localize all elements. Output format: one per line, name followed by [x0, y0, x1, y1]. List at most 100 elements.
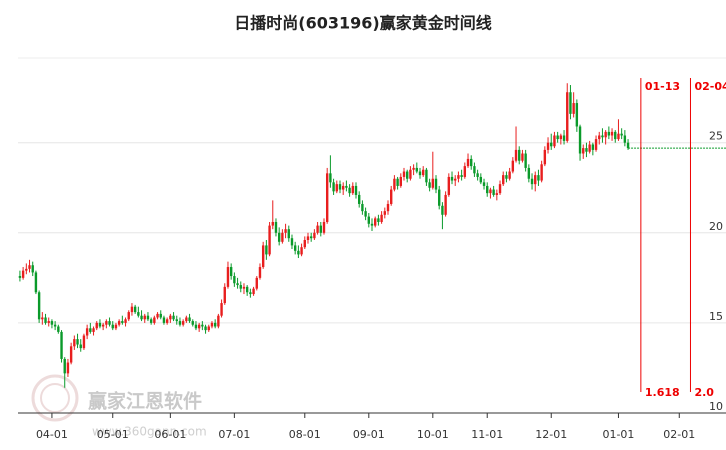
candle-body: [604, 131, 607, 138]
candle-body: [524, 153, 527, 168]
candle-body: [582, 148, 585, 154]
candle-body: [502, 175, 505, 185]
candle-body: [18, 276, 22, 278]
candle-body: [614, 131, 617, 140]
candle-body: [543, 149, 547, 165]
candle-body: [146, 315, 150, 320]
candle-body: [165, 319, 169, 323]
candle-body: [357, 194, 361, 204]
candle-body: [133, 306, 137, 313]
candle-body: [390, 189, 393, 204]
candle-body: [34, 272, 38, 293]
candle-body: [137, 312, 140, 316]
candle-body: [367, 216, 370, 224]
candle-body: [149, 319, 153, 323]
candle-body: [418, 171, 422, 176]
candle-body: [546, 142, 550, 150]
candle-body: [207, 326, 210, 331]
candle-body: [25, 268, 28, 271]
candle-body: [492, 189, 495, 195]
candle-body: [518, 149, 521, 161]
candle-body: [610, 131, 614, 136]
candle-body: [527, 167, 531, 179]
candle-body: [383, 211, 387, 215]
candle-body: [572, 103, 575, 114]
candle-body: [575, 103, 579, 127]
candle-body: [495, 193, 499, 195]
candle-body: [172, 315, 175, 320]
candle-body: [585, 148, 588, 152]
candle-body: [341, 185, 345, 190]
x-tick-label: 07-01: [218, 428, 250, 441]
watermark-logo: [31, 374, 79, 422]
candle-body: [41, 317, 44, 320]
candle-body: [277, 232, 281, 242]
candle-body: [588, 144, 591, 152]
x-tick-label: 09-01: [353, 428, 385, 441]
candle-body: [601, 135, 604, 138]
candle-body: [239, 285, 242, 289]
candle-body: [377, 218, 380, 222]
watermark-name: 赢家江恩软件: [88, 390, 202, 413]
candle-body: [431, 178, 435, 188]
candle-body: [89, 328, 92, 332]
candle-body: [364, 211, 367, 217]
candle-body: [361, 203, 364, 212]
candle-body: [386, 203, 390, 212]
ratio-label: 1.618: [645, 386, 680, 399]
candle-body: [521, 153, 524, 161]
candle-body: [37, 292, 41, 320]
candle-body: [508, 171, 511, 179]
candle-body: [245, 286, 249, 293]
candle-body: [92, 328, 95, 332]
candle-body: [255, 277, 258, 289]
candle-body: [466, 158, 470, 167]
candle-body: [447, 176, 451, 195]
y-tick-label: 10: [709, 400, 723, 413]
y-tick-label: 15: [709, 310, 723, 323]
candle-body: [213, 322, 217, 327]
candle-body: [194, 324, 198, 329]
candle-body: [297, 250, 300, 255]
x-tick-label: 10-01: [417, 428, 449, 441]
candle-body: [591, 144, 595, 150]
candle-body: [242, 286, 246, 289]
candle-body: [127, 312, 130, 320]
candle-body: [175, 319, 178, 322]
candle-body: [188, 317, 191, 322]
candle-body: [28, 265, 31, 269]
candle-body: [454, 178, 457, 181]
candle-body: [412, 167, 415, 170]
candle-body: [229, 267, 233, 277]
candle-body: [53, 324, 57, 327]
candle-body: [329, 173, 332, 183]
candle-body: [422, 169, 425, 176]
candle-body: [556, 135, 559, 140]
candle-body: [530, 178, 534, 185]
candle-body: [265, 245, 268, 255]
candle-body: [450, 176, 454, 181]
candle-body: [479, 176, 483, 183]
candle-body: [290, 238, 294, 246]
candle-body: [82, 335, 86, 349]
candle-body: [351, 185, 354, 194]
candle-body: [85, 328, 89, 336]
candle-body: [537, 175, 540, 181]
candle-body: [44, 317, 47, 323]
candle-body: [201, 324, 204, 327]
candle-body: [338, 184, 342, 190]
candle-body: [482, 182, 486, 186]
candle-body: [374, 218, 377, 226]
candle-body: [223, 286, 226, 304]
candle-body: [181, 321, 185, 325]
candle-body: [316, 225, 319, 233]
candle-body: [489, 189, 492, 194]
candle-body: [553, 135, 556, 147]
candle-body: [153, 317, 156, 323]
candle-body: [191, 321, 194, 325]
candle-body: [559, 135, 563, 140]
candle-body: [73, 339, 76, 347]
candle-body: [306, 236, 310, 241]
candle-body: [76, 339, 79, 345]
